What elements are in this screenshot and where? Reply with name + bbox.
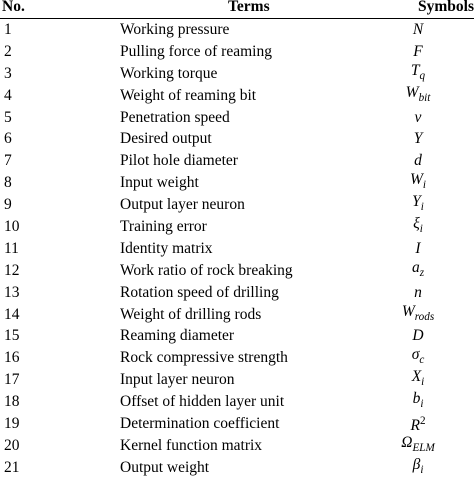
row-number: 13: [4, 283, 20, 301]
row-number: 2: [4, 42, 12, 60]
row-term: Determination coefficient: [120, 415, 280, 433]
table-row: 10 Training error ξi: [0, 214, 474, 238]
row-number: 16: [4, 349, 20, 367]
row-symbol: az: [411, 258, 425, 279]
row-symbol: v: [414, 108, 422, 126]
row-term: Weight of drilling rods: [120, 305, 262, 323]
row-term: Pulling force of reaming: [120, 42, 272, 60]
row-term: Working torque: [120, 64, 218, 82]
row-symbol: Yi: [412, 193, 424, 214]
row-symbol: Tq: [410, 61, 426, 82]
table-row: 9 Output layer neuron Yi: [0, 193, 474, 216]
row-number: 10: [4, 218, 20, 236]
row-number: 9: [4, 196, 12, 214]
row-symbol: Y: [413, 130, 423, 148]
row-term: Reaming diameter: [120, 327, 235, 345]
row-symbol: I: [415, 239, 421, 257]
row-term: Desired output: [120, 130, 212, 148]
header-symbols: Symbols: [418, 0, 474, 16]
row-term: Rock compressive strength: [120, 349, 288, 367]
row-term: Output layer neuron: [120, 196, 245, 214]
row-term: Offset of hidden layer unit: [120, 393, 285, 411]
row-symbol: ξi: [413, 214, 423, 236]
table-row: 21 Output weight βi: [0, 455, 474, 479]
row-number: 20: [4, 436, 20, 454]
row-symbol: d: [414, 152, 422, 170]
row-term: Working pressure: [120, 21, 230, 38]
table-row: 11 Identity matrix I: [0, 238, 474, 260]
row-term: Identity matrix: [120, 239, 213, 257]
table-row: 4 Weight of reaming bit Wbit: [0, 83, 474, 107]
table-row: 18 Offset of hidden layer unit bi: [0, 390, 474, 413]
row-symbol: N: [412, 21, 424, 38]
table-row: 12 Work ratio of rock breaking az: [0, 258, 474, 282]
table-row: 19 Determination coefficient R2: [0, 413, 474, 435]
row-term: Work ratio of rock breaking: [120, 261, 293, 279]
row-symbol: Xi: [411, 368, 425, 389]
header-terms: Terms: [228, 0, 270, 16]
row-term: Output weight: [120, 458, 210, 476]
table-row: 7 Pilot hole diameter d: [0, 150, 474, 172]
row-term: Weight of reaming bit: [120, 86, 257, 104]
table-row: 2 Pulling force of reaming F: [0, 41, 474, 63]
table-row: 15 Reaming diameter D: [0, 325, 474, 347]
table-row: 6 Desired output Y: [0, 128, 474, 150]
row-number: 18: [4, 393, 20, 411]
table-row: 13 Rotation speed of drilling n: [0, 282, 474, 304]
table-row: 1 Working pressure N: [0, 19, 474, 41]
row-symbol: ΩELM: [401, 433, 435, 454]
row-symbol: σc: [411, 346, 425, 367]
row-number: 19: [4, 415, 20, 433]
row-term: Input weight: [120, 174, 199, 192]
row-symbol: Wbit: [405, 83, 431, 104]
row-term: Penetration speed: [120, 108, 230, 126]
row-symbol: n: [414, 283, 422, 301]
row-number: 3: [4, 64, 12, 82]
table-row: 14 Weight of drilling rods Wrods: [0, 302, 474, 326]
row-symbol: F: [413, 42, 423, 60]
row-number: 7: [4, 152, 12, 170]
row-number: 1: [4, 21, 12, 38]
table-row: 8 Input weight Wi: [0, 171, 474, 194]
row-number: 15: [4, 327, 20, 345]
row-symbol: βi: [412, 455, 424, 476]
row-number: 14: [4, 305, 20, 323]
row-term: Rotation speed of drilling: [120, 283, 279, 301]
row-term: Input layer neuron: [120, 371, 235, 389]
row-term: Training error: [120, 218, 207, 236]
row-number: 21: [4, 458, 20, 476]
table-header-rule: [0, 18, 474, 19]
row-symbol: Wi: [409, 171, 427, 192]
row-symbol: bi: [412, 390, 424, 411]
table-row: 3 Working torque Tq: [0, 61, 474, 85]
header-no: No.: [2, 0, 25, 16]
row-term: Kernel function matrix: [120, 436, 263, 454]
row-term: Pilot hole diameter: [120, 152, 238, 170]
table-body: 1 Working pressure N 2 Pulling force of ream…: [0, 19, 474, 479]
table-row: 5 Penetration speed v: [0, 107, 474, 129]
row-symbol: D: [412, 327, 424, 345]
row-number: 11: [4, 239, 19, 257]
table-row: 20 Kernel function matrix ΩELM: [0, 433, 474, 457]
row-number: 6: [4, 130, 12, 148]
row-number: 4: [4, 86, 12, 104]
row-number: 17: [4, 371, 20, 389]
row-symbol: Wrods: [401, 302, 435, 323]
row-number: 8: [4, 174, 12, 192]
row-symbol: R2: [410, 414, 426, 435]
row-number: 12: [4, 261, 20, 279]
table-row: 17 Input layer neuron Xi: [0, 368, 474, 391]
row-number: 5: [4, 108, 12, 126]
table-row: 16 Rock compressive strength σc: [0, 346, 474, 369]
table-header-row: No. Terms Symbols: [0, 0, 474, 18]
